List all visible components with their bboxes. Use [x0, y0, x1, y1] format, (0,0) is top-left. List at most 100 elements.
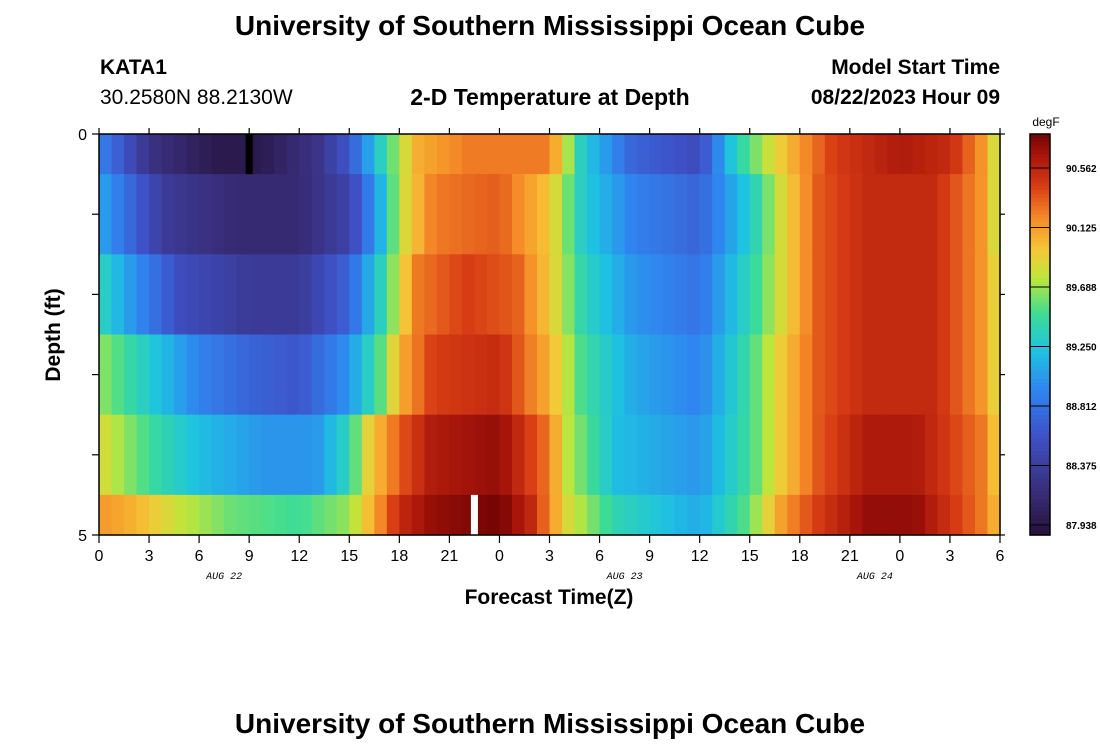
colorbar-frame — [1029, 133, 1051, 536]
colorbar-cell — [1030, 502, 1050, 508]
heatmap-cell — [812, 494, 826, 536]
heatmap-cell — [774, 254, 788, 336]
heatmap-cell — [286, 334, 300, 416]
heatmap-cell — [562, 174, 576, 255]
heatmap-cell — [524, 494, 538, 536]
colorbar-cell — [1030, 442, 1050, 448]
heatmap-cell — [874, 494, 888, 536]
minimum-marker — [245, 134, 253, 175]
heatmap-cell — [236, 334, 250, 416]
heatmap-cell — [737, 134, 751, 175]
colorbar-cell — [1030, 206, 1050, 211]
heatmap-cell — [511, 334, 526, 416]
date-label: AUG 24 — [856, 572, 893, 583]
heatmap-cell — [511, 254, 526, 336]
colorbar-cell — [1030, 374, 1050, 380]
heatmap-cell — [762, 134, 776, 175]
heatmap-cell — [862, 254, 876, 336]
model-start-label: Model Start Time — [831, 56, 1000, 79]
heatmap-cell — [737, 414, 751, 496]
heatmap-cell — [787, 334, 801, 416]
heatmap-cell — [286, 494, 300, 536]
heatmap-cell — [524, 134, 538, 175]
colorbar-cell — [1030, 466, 1050, 472]
heatmap-cell — [149, 414, 163, 496]
heatmap-cell — [849, 174, 863, 255]
heatmap-cell — [461, 414, 476, 496]
heatmap-cell — [211, 334, 225, 416]
heatmap-cell — [174, 254, 188, 336]
colorbar-cell — [1030, 198, 1050, 203]
heatmap-cell — [311, 494, 325, 536]
heatmap-cell — [536, 414, 551, 496]
heatmap-cell — [674, 414, 688, 496]
heatmap-cell — [612, 174, 626, 255]
heatmap-cell — [912, 174, 926, 255]
heatmap-cell — [424, 134, 438, 175]
heatmap-cell — [837, 414, 851, 496]
heatmap-cell — [486, 494, 501, 536]
x-tick-label: 18 — [791, 548, 809, 565]
colorbar-tick-label: 87.938 — [1066, 521, 1097, 532]
heatmap-cell — [962, 174, 976, 255]
colorbar-tick-label: 90.562 — [1066, 164, 1097, 175]
heatmap-cell — [486, 134, 501, 175]
heatmap-cell — [336, 134, 350, 175]
heatmap-cell — [99, 334, 113, 416]
heatmap-cell — [174, 174, 188, 255]
heatmap-cell — [812, 414, 826, 496]
page-title: University of Southern Mississippi Ocean… — [234, 10, 866, 41]
heatmap-cell — [374, 334, 388, 416]
heatmap-cell — [224, 414, 238, 496]
x-tick-label: 6 — [595, 548, 604, 565]
heatmap-cell — [649, 334, 663, 416]
heatmap-cell — [637, 334, 651, 416]
heatmap-cell — [411, 414, 425, 496]
heatmap-cell — [674, 174, 688, 255]
heatmap-cell — [962, 494, 976, 536]
heatmap-cell — [261, 254, 275, 336]
heatmap-cell — [824, 134, 838, 175]
heatmap-cell — [637, 174, 651, 255]
heatmap-cell — [299, 254, 313, 336]
heatmap-cell — [499, 494, 513, 536]
x-tick-label: 15 — [340, 548, 358, 565]
heatmap-cell — [186, 414, 200, 496]
heatmap-cell — [411, 334, 425, 416]
heatmap-cell — [149, 334, 163, 416]
heatmap-cell — [249, 254, 263, 336]
heatmap-cell — [449, 174, 463, 255]
heatmap-cell — [436, 334, 450, 416]
heatmap-cell — [949, 254, 964, 336]
heatmap-cell — [186, 134, 200, 175]
heatmap-cell — [724, 494, 738, 536]
heatmap-cell — [837, 174, 851, 255]
heatmap-cell — [399, 134, 413, 175]
heatmap-cell — [336, 174, 350, 255]
x-tick-label: 18 — [390, 548, 408, 565]
heatmap-cell — [687, 494, 701, 536]
heatmap-cell — [937, 494, 951, 536]
heatmap-cell — [762, 334, 776, 416]
heatmap-cells — [99, 134, 1001, 536]
heatmap-cell — [662, 334, 676, 416]
colorbar-cell — [1030, 498, 1050, 504]
heatmap-cell — [424, 174, 438, 255]
heatmap-cell — [499, 174, 513, 255]
heatmap-cell — [699, 174, 713, 255]
heatmap-cell — [336, 254, 350, 336]
heatmap-cell — [124, 134, 138, 175]
heatmap-cell — [361, 134, 375, 175]
heatmap-cell — [662, 174, 676, 255]
heatmap-cell — [149, 494, 163, 536]
heatmap-cell — [549, 494, 563, 536]
x-tick-label: 21 — [440, 548, 458, 565]
heatmap-cell — [186, 334, 200, 416]
colorbar-cell — [1030, 494, 1050, 500]
colorbar-cell — [1030, 318, 1050, 324]
heatmap-cell — [712, 494, 726, 536]
heatmap-cell — [612, 254, 626, 336]
colorbar-cell — [1030, 262, 1050, 267]
heatmap-cell — [887, 254, 901, 336]
heatmap-cell — [962, 414, 976, 496]
